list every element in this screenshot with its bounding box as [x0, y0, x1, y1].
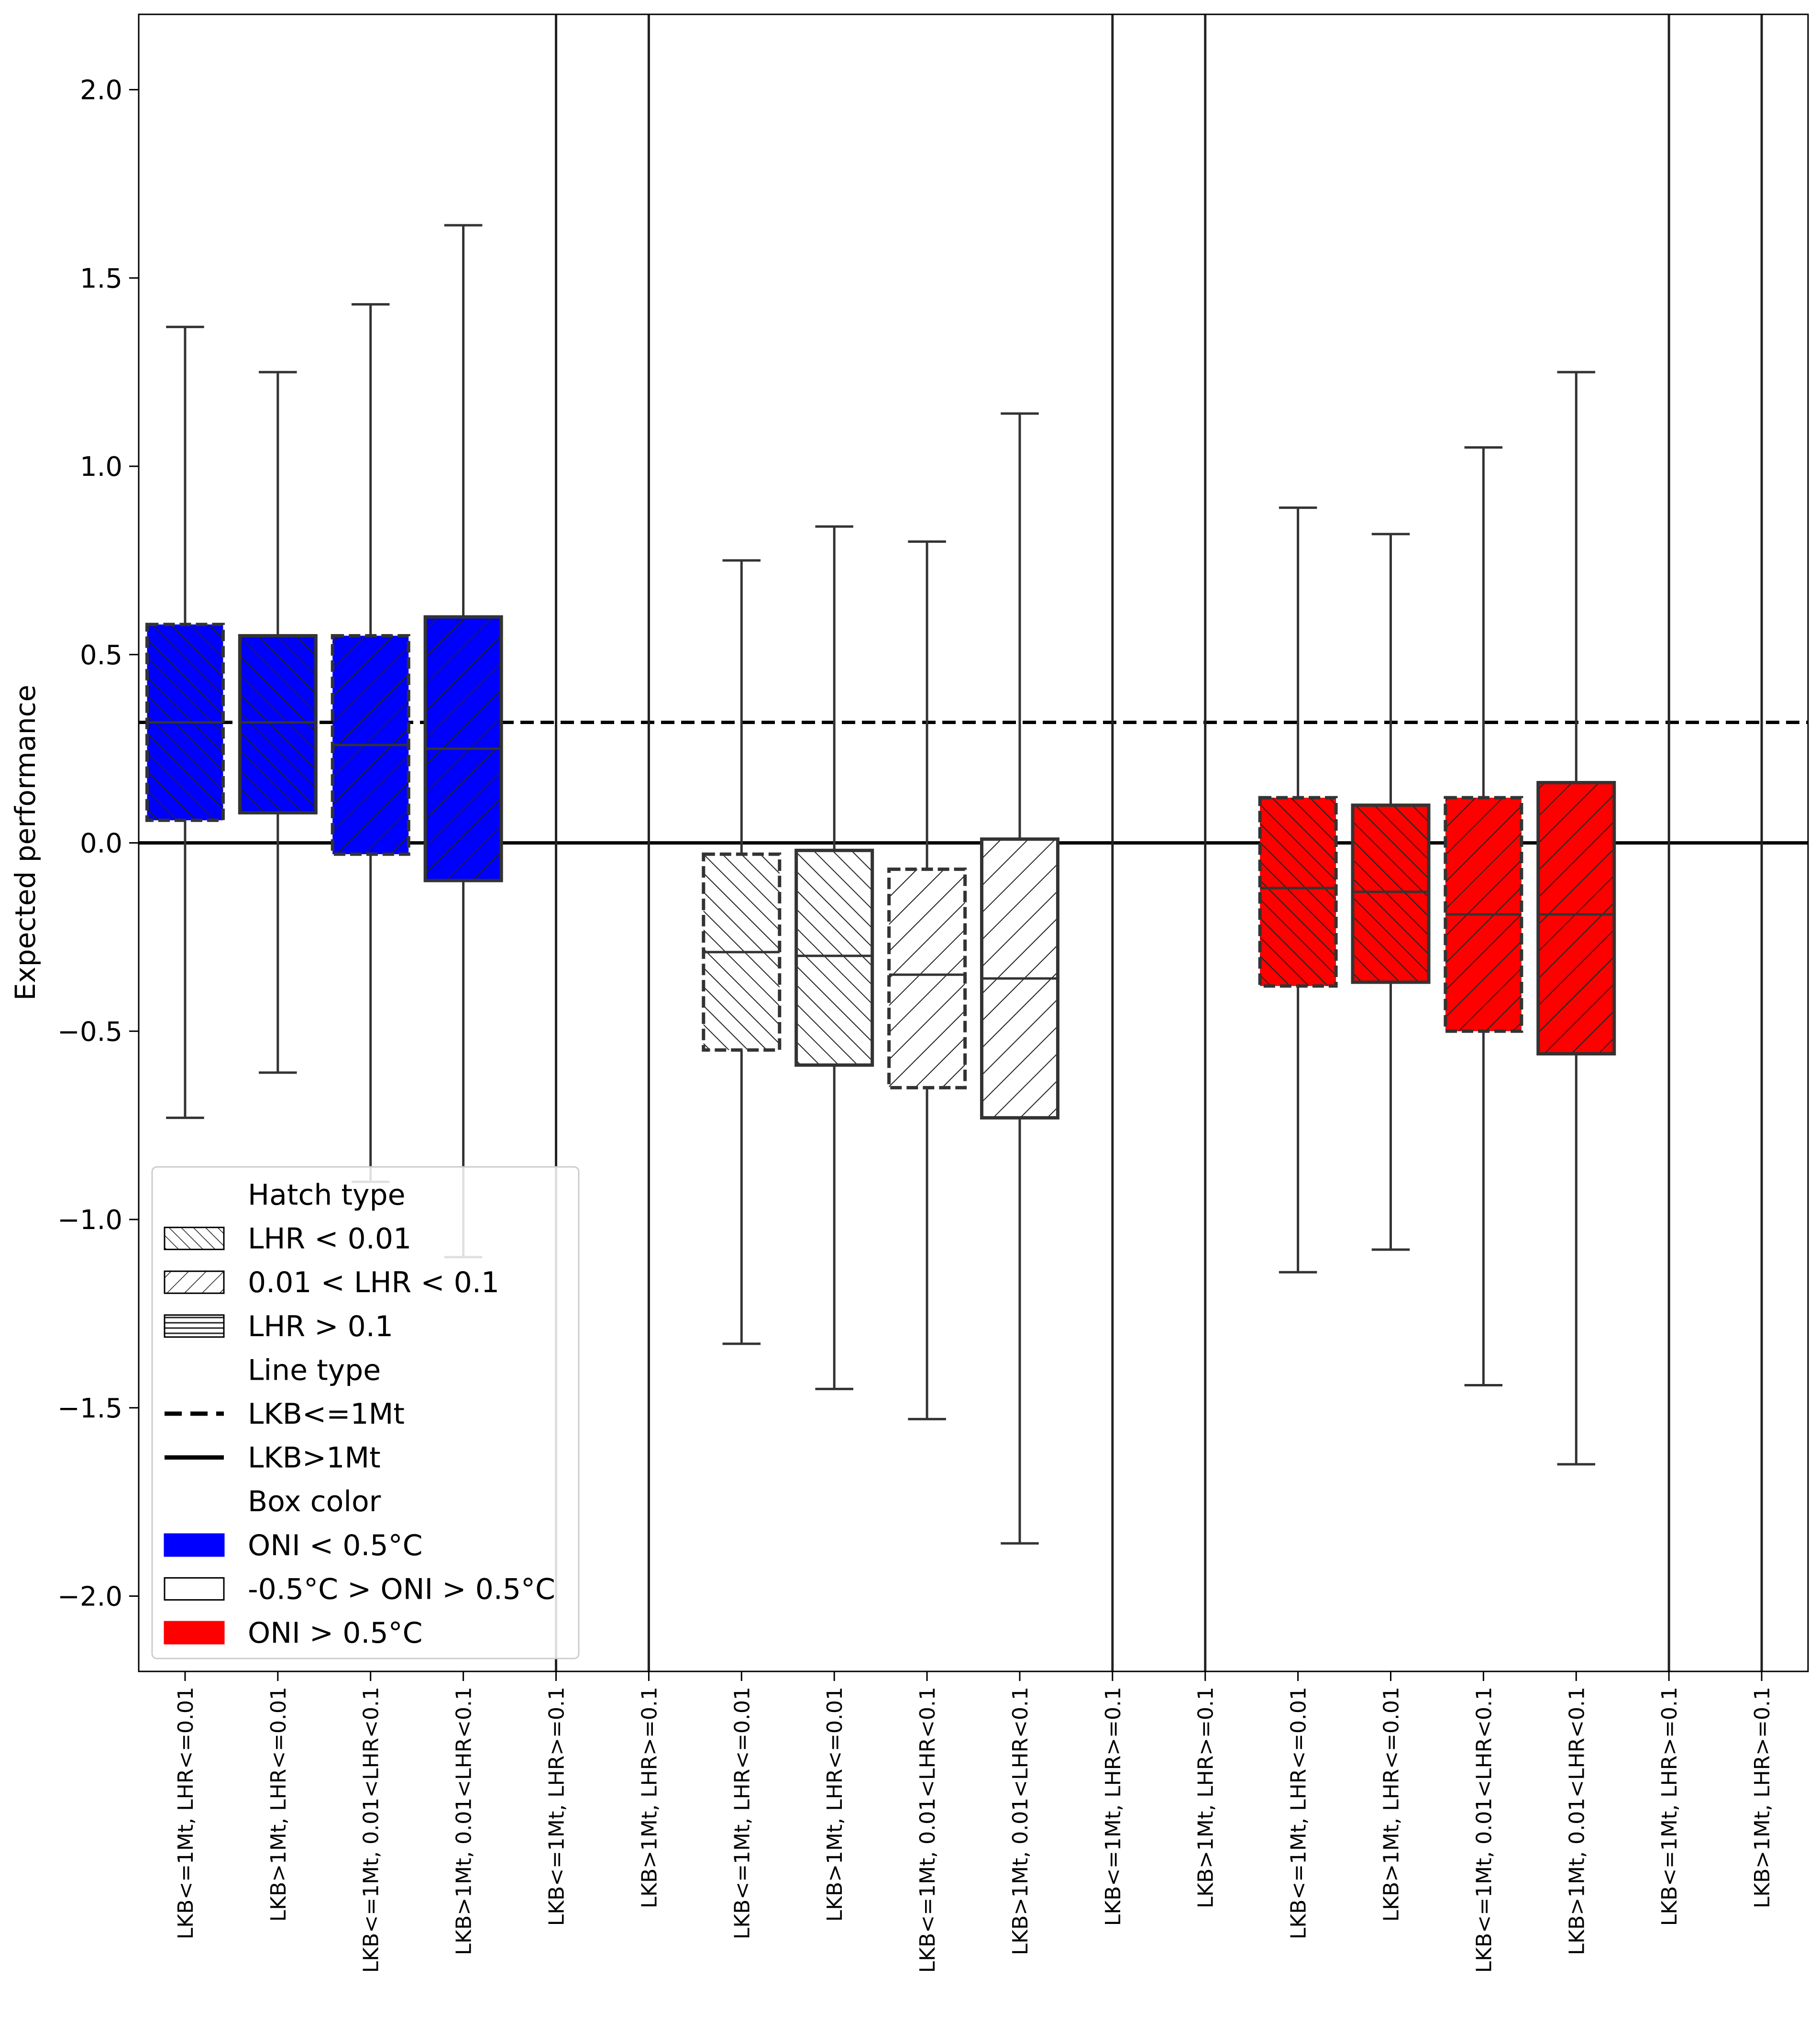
legend-color-swatch — [164, 1621, 225, 1645]
box-7 — [794, 525, 874, 1390]
x-tick-label: LKB>1Mt, LHR<=0.01 — [823, 1687, 847, 1922]
y-tick-label: 1.5 — [80, 263, 122, 294]
y-tick-label: −2.0 — [57, 1582, 122, 1613]
legend-label: Hatch type — [248, 1178, 406, 1212]
legend-label: -0.5°C > ONI > 0.5°C — [248, 1572, 555, 1606]
x-tick-label: LKB>1Mt, 0.01<LHR<0.1 — [1565, 1687, 1589, 1955]
legend-entry-color: ONI > 0.5°C — [164, 1616, 423, 1650]
x-tick-label: LKB<=1Mt, LHR>=0.1 — [545, 1687, 569, 1926]
legend-color-swatch — [164, 1533, 225, 1557]
legend-entry-header: Box color — [248, 1485, 381, 1518]
x-tick-label: LKB>1Mt, LHR>=0.1 — [1194, 1687, 1218, 1908]
legend-label: 0.01 < LHR < 0.1 — [248, 1266, 499, 1299]
y-tick-label: 1.0 — [80, 451, 122, 483]
y-tick-label: 0.5 — [80, 640, 122, 671]
x-tick-label: LKB<=1Mt, LHR<=0.01 — [174, 1687, 198, 1939]
box-12 — [1258, 506, 1338, 1274]
legend-entry-hatch: LHR < 0.01 — [164, 1222, 411, 1256]
legend-entry-hatch: 0.01 < LHR < 0.1 — [164, 1266, 499, 1299]
legend-entry-hatch: LHR > 0.1 — [164, 1310, 393, 1343]
legend-entry-color: -0.5°C > ONI > 0.5°C — [164, 1572, 555, 1606]
box-outline — [794, 848, 874, 1067]
legend-entry-header: Hatch type — [248, 1178, 406, 1212]
legend-frame — [151, 1166, 580, 1659]
y-axis-label: Expected performance — [9, 685, 42, 1001]
box-hatch — [889, 869, 965, 1088]
box-hatch — [1538, 782, 1614, 1054]
box-14 — [1444, 446, 1523, 1386]
box-outline — [238, 634, 318, 814]
legend: Hatch type LHR < 0.01 0.01 < LHR < 0.1 LHR … — [151, 1166, 580, 1659]
x-tick-label: LKB<=1Mt, LHR<=0.01 — [1287, 1687, 1311, 1939]
box-6 — [702, 559, 782, 1345]
legend-hatch-swatch — [164, 1314, 225, 1338]
y-axis: −2.0 −1.5 −1.0 −0.5 0.0 0.5 1.0 1.5 2.0 — [57, 75, 139, 1613]
x-axis: LKB<=1Mt, LHR<=0.01 LKB>1Mt, LHR<=0.01 LKB… — [174, 1671, 1775, 1973]
box-hatch — [796, 850, 872, 1065]
box-1 — [238, 371, 318, 1074]
x-tick-label: LKB<=1Mt, 0.01<LHR<0.1 — [359, 1687, 384, 1973]
y-tick-label: 0.0 — [80, 828, 122, 859]
legend-entry-line: LKB>1Mt — [165, 1441, 381, 1475]
plot-area — [139, 14, 1808, 1671]
x-tick-label: LKB<=1Mt, LHR<=0.01 — [730, 1687, 754, 1939]
x-tick-label: LKB>1Mt, LHR<=0.01 — [1379, 1687, 1404, 1922]
box-13 — [1351, 533, 1431, 1251]
y-tick-label: −0.5 — [57, 1016, 122, 1047]
box-2 — [331, 303, 410, 1183]
box-outline — [1444, 796, 1523, 1033]
box-hatch — [240, 636, 316, 813]
legend-label: Box color — [248, 1485, 381, 1518]
legend-label: LHR > 0.1 — [248, 1310, 393, 1343]
box-outline — [887, 868, 967, 1089]
x-tick-label: LKB<=1Mt, LHR>=0.1 — [1657, 1687, 1682, 1926]
legend-label: LKB>1Mt — [248, 1441, 381, 1475]
x-tick-label: LKB>1Mt, LHR>=0.1 — [1750, 1687, 1775, 1908]
legend-hatch-swatch — [164, 1270, 225, 1294]
box-9 — [980, 412, 1059, 1545]
x-tick-label: LKB<=1Mt, LHR>=0.1 — [1101, 1687, 1125, 1926]
box-8 — [887, 540, 967, 1420]
legend-entry-header: Line type — [248, 1353, 381, 1387]
legend-entry-color: ONI < 0.5°C — [164, 1529, 423, 1562]
box-outline — [1536, 781, 1616, 1055]
box-3 — [423, 224, 503, 1259]
box-15 — [1536, 371, 1616, 1466]
y-tick-label: 2.0 — [80, 75, 122, 106]
legend-label: LKB<=1Mt — [248, 1397, 405, 1431]
y-tick-label: −1.5 — [57, 1393, 122, 1424]
legend-hatch-swatch — [164, 1227, 225, 1251]
x-tick-label: LKB>1Mt, LHR<=0.01 — [266, 1687, 291, 1922]
x-tick-label: LKB>1Mt, LHR>=0.1 — [637, 1687, 662, 1908]
x-tick-label: LKB<=1Mt, 0.01<LHR<0.1 — [916, 1687, 940, 1973]
box-hatch — [1260, 798, 1336, 986]
box-outline — [1258, 796, 1338, 988]
legend-label: LHR < 0.01 — [248, 1222, 411, 1256]
legend-label: Line type — [248, 1353, 381, 1387]
box-0 — [145, 326, 225, 1119]
legend-label: ONI < 0.5°C — [248, 1529, 423, 1562]
x-tick-label: LKB<=1Mt, 0.01<LHR<0.1 — [1472, 1687, 1496, 1973]
x-tick-label: LKB>1Mt, 0.01<LHR<0.1 — [1008, 1687, 1033, 1955]
legend-color-swatch — [164, 1577, 225, 1601]
y-tick-label: −1.0 — [57, 1205, 122, 1236]
box-hatch — [1353, 805, 1429, 982]
legend-entry-line: LKB<=1Mt — [165, 1397, 405, 1431]
x-tick-label: LKB>1Mt, 0.01<LHR<0.1 — [452, 1687, 476, 1955]
legend-label: ONI > 0.5°C — [248, 1616, 423, 1650]
box-outline — [1351, 803, 1431, 984]
